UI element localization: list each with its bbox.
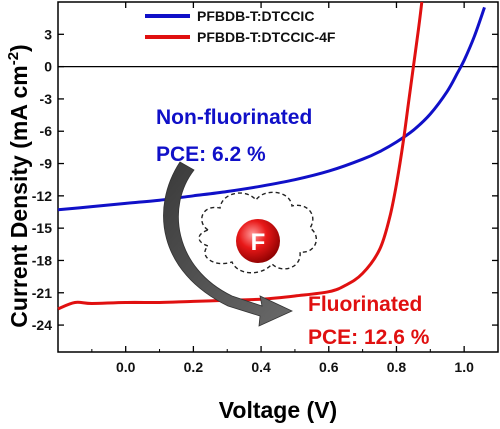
x-tick-label: 0.2	[184, 359, 204, 375]
y-tick-label: -6	[40, 123, 53, 139]
fluorine-atom-icon	[236, 219, 280, 263]
y-tick-label: -12	[32, 188, 52, 204]
y-tick-label: -21	[32, 285, 52, 301]
plot-frame	[57, 1, 499, 353]
series-line-blue	[57, 6, 486, 212]
nonfluor-title: Non-fluorinated	[156, 106, 312, 129]
x-tick-label: 0.4	[251, 359, 271, 375]
y-tick-label: -9	[40, 156, 53, 172]
fluor-pce: PCE: 12.6 %	[308, 326, 430, 349]
fluor-title: Fluorinated	[308, 293, 422, 316]
curved-arrow	[163, 161, 293, 327]
series-line-red	[57, 1, 424, 311]
legend: PFBDB-T:DTCCIC PFBDB-T:DTCCIC-4F	[145, 8, 336, 45]
y-tick-label: 3	[44, 26, 52, 42]
x-tick-label: 0.6	[319, 359, 339, 375]
x-tick-label: 1.0	[454, 359, 474, 375]
y-tick-label: 0	[44, 59, 52, 75]
x-tick-label: 0.8	[387, 359, 407, 375]
y-tick-label: -24	[32, 317, 52, 333]
y-axis-ticks: 3 0 -3 -6 -9 -12 -15 -18 -21 -24	[32, 26, 498, 333]
series-layer	[57, 1, 486, 311]
x-axis-ticks: 0.0 0.2 0.4 0.6 0.8 1.0	[91, 2, 499, 375]
y-tick-label: -3	[40, 91, 53, 107]
fluorine-symbol: F	[251, 229, 266, 256]
legend-label-red: PFBDB-T:DTCCIC-4F	[197, 29, 336, 45]
y-tick-label: -18	[32, 252, 52, 268]
y-tick-label: -15	[32, 220, 52, 236]
nonfluor-pce: PCE: 6.2 %	[156, 143, 266, 166]
y-axis-title: Current Density (mA cm-2)	[5, 44, 32, 327]
x-axis-title: Voltage (V)	[219, 397, 337, 423]
x-tick-label: 0.0	[116, 359, 136, 375]
legend-label-blue: PFBDB-T:DTCCIC	[197, 8, 314, 24]
